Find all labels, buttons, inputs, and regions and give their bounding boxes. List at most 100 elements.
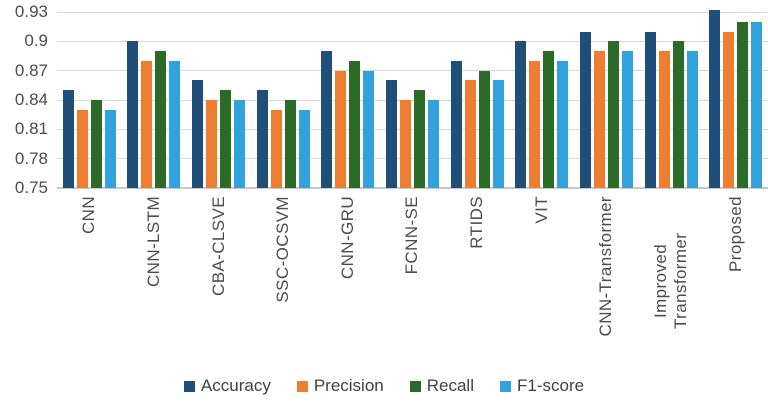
recall-swatch: [409, 380, 421, 392]
bar-precision: [723, 31, 735, 188]
bar-f1-score: [751, 21, 763, 188]
f1-score-swatch: [500, 380, 511, 392]
x-cell: Improved Transformer: [639, 196, 704, 372]
bar-accuracy: [644, 31, 656, 188]
bar-group-cnn: [57, 0, 122, 188]
gridline: [57, 128, 768, 130]
precision-swatch: [296, 380, 308, 392]
bar-recall: [607, 41, 619, 188]
y-tick-label: 0.9: [24, 31, 48, 51]
bar-precision: [270, 109, 282, 188]
bar-accuracy: [192, 80, 204, 188]
bar-recall: [349, 60, 361, 188]
gridline: [57, 40, 768, 42]
bar-accuracy: [62, 90, 74, 188]
bar-precision: [206, 100, 218, 188]
bar-group-cnn-lstm: [122, 0, 187, 188]
x-label-fcnn-se: FCNN-SE: [402, 196, 422, 275]
x-label-cnn-lstm: CNN-LSTM: [143, 196, 163, 288]
legend-label-f1-score: F1-score: [517, 376, 585, 395]
y-tick-label: 0.84: [14, 90, 48, 109]
bar-f1-score: [169, 60, 181, 188]
bar-f1-score: [104, 109, 116, 188]
x-axis: CNN CNN-LSTM CBA-CLSVE SSC-OCSVM CNN-GRU FCNN…: [0, 196, 768, 372]
bar-f1-score: [621, 51, 633, 188]
bar-accuracy: [579, 31, 591, 188]
bar-group-fcnn-se: [380, 0, 445, 188]
y-tick-label: 0.78: [14, 148, 48, 168]
legend-label-accuracy: Accuracy: [200, 376, 271, 395]
y-tick-label: 0.93: [14, 2, 48, 21]
bar-recall: [478, 70, 490, 188]
bar-f1-score: [557, 60, 569, 188]
x-label-cnn-gru: CNN-GRU: [337, 196, 357, 280]
x-cell: CBA-CLSVE: [186, 196, 251, 372]
gridline: [57, 99, 768, 101]
x-label-improved-transformer: Improved Transformer: [651, 232, 691, 330]
x-cell: RTIDS: [445, 196, 510, 372]
x-label-cnn-transformer: CNN-Transformer: [596, 196, 616, 337]
legend-item-f1-score: F1-score: [500, 376, 584, 396]
bar-group-cba-clsve: [186, 0, 251, 188]
bar-precision: [593, 51, 605, 188]
bar-accuracy: [127, 41, 139, 188]
x-label-cba-clsve: CBA-CLSVE: [208, 196, 228, 296]
bar-f1-score: [363, 70, 375, 188]
x-cell: SSC-OCSVM: [251, 196, 316, 372]
x-cell: FCNN-SE: [380, 196, 445, 372]
bar-accuracy: [385, 80, 397, 188]
bar-f1-score: [234, 100, 246, 188]
x-label-cnn: CNN: [79, 196, 99, 235]
bar-precision: [529, 60, 541, 188]
bar-recall: [284, 100, 296, 188]
bar-f1-score: [427, 100, 439, 188]
x-cell: CNN-Transformer: [574, 196, 639, 372]
legend-item-precision: Precision: [296, 376, 384, 396]
x-cell: CNN-GRU: [316, 196, 381, 372]
bar-recall: [737, 21, 749, 188]
bar-recall: [413, 90, 425, 188]
legend-item-accuracy: Accuracy: [183, 376, 271, 396]
bar-precision: [658, 51, 670, 188]
bar-accuracy: [256, 90, 268, 188]
legend-item-recall: Recall: [409, 376, 474, 396]
legend-label-recall: Recall: [426, 376, 474, 395]
gridline: [57, 11, 768, 13]
bar-precision: [464, 80, 476, 188]
bar-group-cnn-transformer: [574, 0, 639, 188]
bar-f1-score: [298, 109, 310, 188]
bar-recall: [543, 51, 555, 188]
bar-group-ssc-ocsvm: [251, 0, 316, 188]
bar-recall: [672, 41, 684, 188]
y-tick-label: 0.75: [14, 178, 48, 197]
x-label-proposed: Proposed: [725, 196, 745, 272]
bar-accuracy: [515, 41, 527, 188]
bar-recall: [155, 51, 167, 188]
x-label-vit: VIT: [531, 196, 551, 224]
y-tick-label: 0.87: [14, 60, 48, 80]
bar-accuracy: [709, 10, 721, 188]
x-cell: Proposed: [703, 196, 768, 372]
x-axis-line: [57, 187, 768, 189]
bar-group-improved-transformer: [639, 0, 704, 188]
bar-accuracy: [321, 51, 333, 188]
legend: Accuracy Precision Recall F1-score: [0, 373, 768, 399]
x-cell: CNN-LSTM: [122, 196, 187, 372]
gridline: [57, 158, 768, 160]
bar-recall: [220, 90, 232, 188]
x-label-ssc-ocsvm: SSC-OCSVM: [273, 196, 293, 303]
bar-recall: [90, 100, 102, 188]
x-cell: CNN: [57, 196, 122, 372]
bar-group-rtids: [445, 0, 510, 188]
bar-accuracy: [450, 60, 462, 188]
y-tick-label: 0.81: [14, 119, 48, 139]
y-axis: 0.75 0.78 0.81 0.84 0.87 0.9 0.93: [0, 0, 48, 200]
accuracy-swatch: [183, 380, 195, 392]
bar-precision: [76, 109, 88, 188]
bar-precision: [399, 100, 411, 188]
bar-f1-score: [686, 51, 698, 188]
bar-group-cnn-gru: [316, 0, 381, 188]
x-cell: VIT: [509, 196, 574, 372]
